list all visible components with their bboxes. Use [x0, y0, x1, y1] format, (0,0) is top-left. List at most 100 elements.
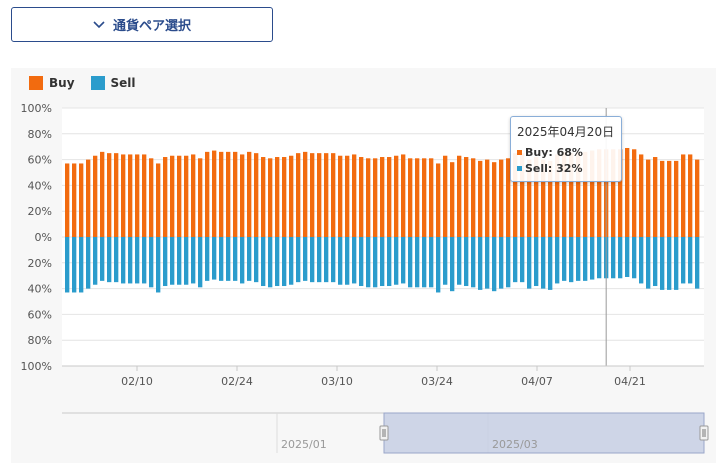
bar-buy[interactable]: [93, 155, 98, 237]
bar-buy[interactable]: [450, 162, 455, 237]
bar-buy[interactable]: [373, 158, 378, 237]
bar-sell[interactable]: [121, 237, 126, 284]
bar-buy[interactable]: [429, 158, 434, 237]
bar-sell[interactable]: [296, 237, 301, 283]
bar-buy[interactable]: [261, 157, 266, 237]
bar-buy[interactable]: [422, 158, 427, 237]
bar-buy[interactable]: [86, 159, 91, 237]
bar-buy[interactable]: [457, 155, 462, 237]
bar-sell[interactable]: [639, 237, 644, 284]
bar-buy[interactable]: [345, 155, 350, 237]
bar-buy[interactable]: [639, 154, 644, 237]
legend-item-buy[interactable]: Buy: [29, 76, 75, 90]
bar-sell[interactable]: [632, 237, 637, 279]
bar-sell[interactable]: [541, 237, 546, 289]
bar-sell[interactable]: [534, 237, 539, 287]
bar-sell[interactable]: [506, 237, 511, 288]
bar-buy[interactable]: [597, 149, 602, 237]
bar-sell[interactable]: [429, 237, 434, 288]
bar-buy[interactable]: [331, 153, 336, 237]
bar-buy[interactable]: [583, 151, 588, 237]
bar-sell[interactable]: [625, 237, 630, 277]
bar-buy[interactable]: [170, 155, 175, 237]
bar-buy[interactable]: [590, 150, 595, 237]
bar-buy[interactable]: [114, 153, 119, 237]
bar-buy[interactable]: [268, 158, 273, 237]
bar-sell[interactable]: [527, 237, 532, 289]
bar-buy[interactable]: [611, 149, 616, 237]
currency-pair-select-button[interactable]: 通貨ペア選択: [11, 7, 273, 42]
bar-sell[interactable]: [569, 237, 574, 283]
bar-buy[interactable]: [324, 153, 329, 237]
bar-buy[interactable]: [254, 153, 259, 237]
bar-sell[interactable]: [65, 237, 70, 293]
bar-buy[interactable]: [478, 160, 483, 237]
bar-buy[interactable]: [205, 151, 210, 237]
bar-buy[interactable]: [282, 157, 287, 237]
bar-sell[interactable]: [373, 237, 378, 288]
bar-buy[interactable]: [219, 151, 224, 237]
bar-buy[interactable]: [303, 151, 308, 237]
bar-sell[interactable]: [415, 237, 420, 288]
bar-buy[interactable]: [359, 157, 364, 237]
bar-buy[interactable]: [212, 150, 217, 237]
bar-buy[interactable]: [275, 157, 280, 237]
bar-sell[interactable]: [254, 237, 259, 283]
bar-buy[interactable]: [527, 159, 532, 237]
bar-buy[interactable]: [156, 163, 161, 237]
bar-sell[interactable]: [653, 237, 658, 287]
bar-sell[interactable]: [107, 237, 112, 283]
bar-buy[interactable]: [569, 153, 574, 237]
bar-buy[interactable]: [226, 151, 231, 237]
bar-sell[interactable]: [282, 237, 287, 287]
bar-buy[interactable]: [681, 154, 686, 237]
bar-buy[interactable]: [632, 149, 637, 237]
bar-sell[interactable]: [688, 237, 693, 284]
bar-sell[interactable]: [401, 237, 406, 284]
bar-sell[interactable]: [597, 237, 602, 279]
bar-sell[interactable]: [457, 237, 462, 285]
bar-sell[interactable]: [478, 237, 483, 290]
bar-sell[interactable]: [408, 237, 413, 288]
bar-sell[interactable]: [177, 237, 182, 285]
bar-buy[interactable]: [667, 160, 672, 237]
bar-buy[interactable]: [163, 157, 168, 237]
bar-sell[interactable]: [422, 237, 427, 288]
bar-sell[interactable]: [660, 237, 665, 290]
bar-buy[interactable]: [352, 154, 357, 237]
bar-buy[interactable]: [401, 154, 406, 237]
bar-sell[interactable]: [436, 237, 441, 293]
bar-buy[interactable]: [408, 158, 413, 237]
bar-buy[interactable]: [436, 163, 441, 237]
navigator-handle[interactable]: [699, 425, 709, 441]
bar-buy[interactable]: [191, 154, 196, 237]
bar-buy[interactable]: [177, 155, 182, 237]
bar-sell[interactable]: [79, 237, 84, 293]
bar-sell[interactable]: [261, 237, 266, 287]
bar-sell[interactable]: [590, 237, 595, 280]
bar-sell[interactable]: [681, 237, 686, 284]
bar-buy[interactable]: [674, 160, 679, 237]
bar-sell[interactable]: [170, 237, 175, 285]
bar-sell[interactable]: [324, 237, 329, 283]
bar-sell[interactable]: [156, 237, 161, 293]
bar-buy[interactable]: [121, 154, 126, 237]
bar-buy[interactable]: [289, 155, 294, 237]
bar-buy[interactable]: [380, 157, 385, 237]
bar-buy[interactable]: [149, 158, 154, 237]
bar-sell[interactable]: [646, 237, 651, 289]
bar-sell[interactable]: [513, 237, 518, 283]
bar-sell[interactable]: [464, 237, 469, 287]
bar-sell[interactable]: [345, 237, 350, 285]
bar-sell[interactable]: [310, 237, 315, 283]
bar-sell[interactable]: [247, 237, 252, 281]
bar-sell[interactable]: [667, 237, 672, 290]
bar-sell[interactable]: [450, 237, 455, 292]
bar-buy[interactable]: [660, 160, 665, 237]
bar-sell[interactable]: [184, 237, 189, 285]
bar-buy[interactable]: [653, 157, 658, 237]
bar-sell[interactable]: [275, 237, 280, 287]
bar-sell[interactable]: [142, 237, 147, 284]
bar-buy[interactable]: [492, 162, 497, 237]
bar-buy[interactable]: [198, 158, 203, 237]
